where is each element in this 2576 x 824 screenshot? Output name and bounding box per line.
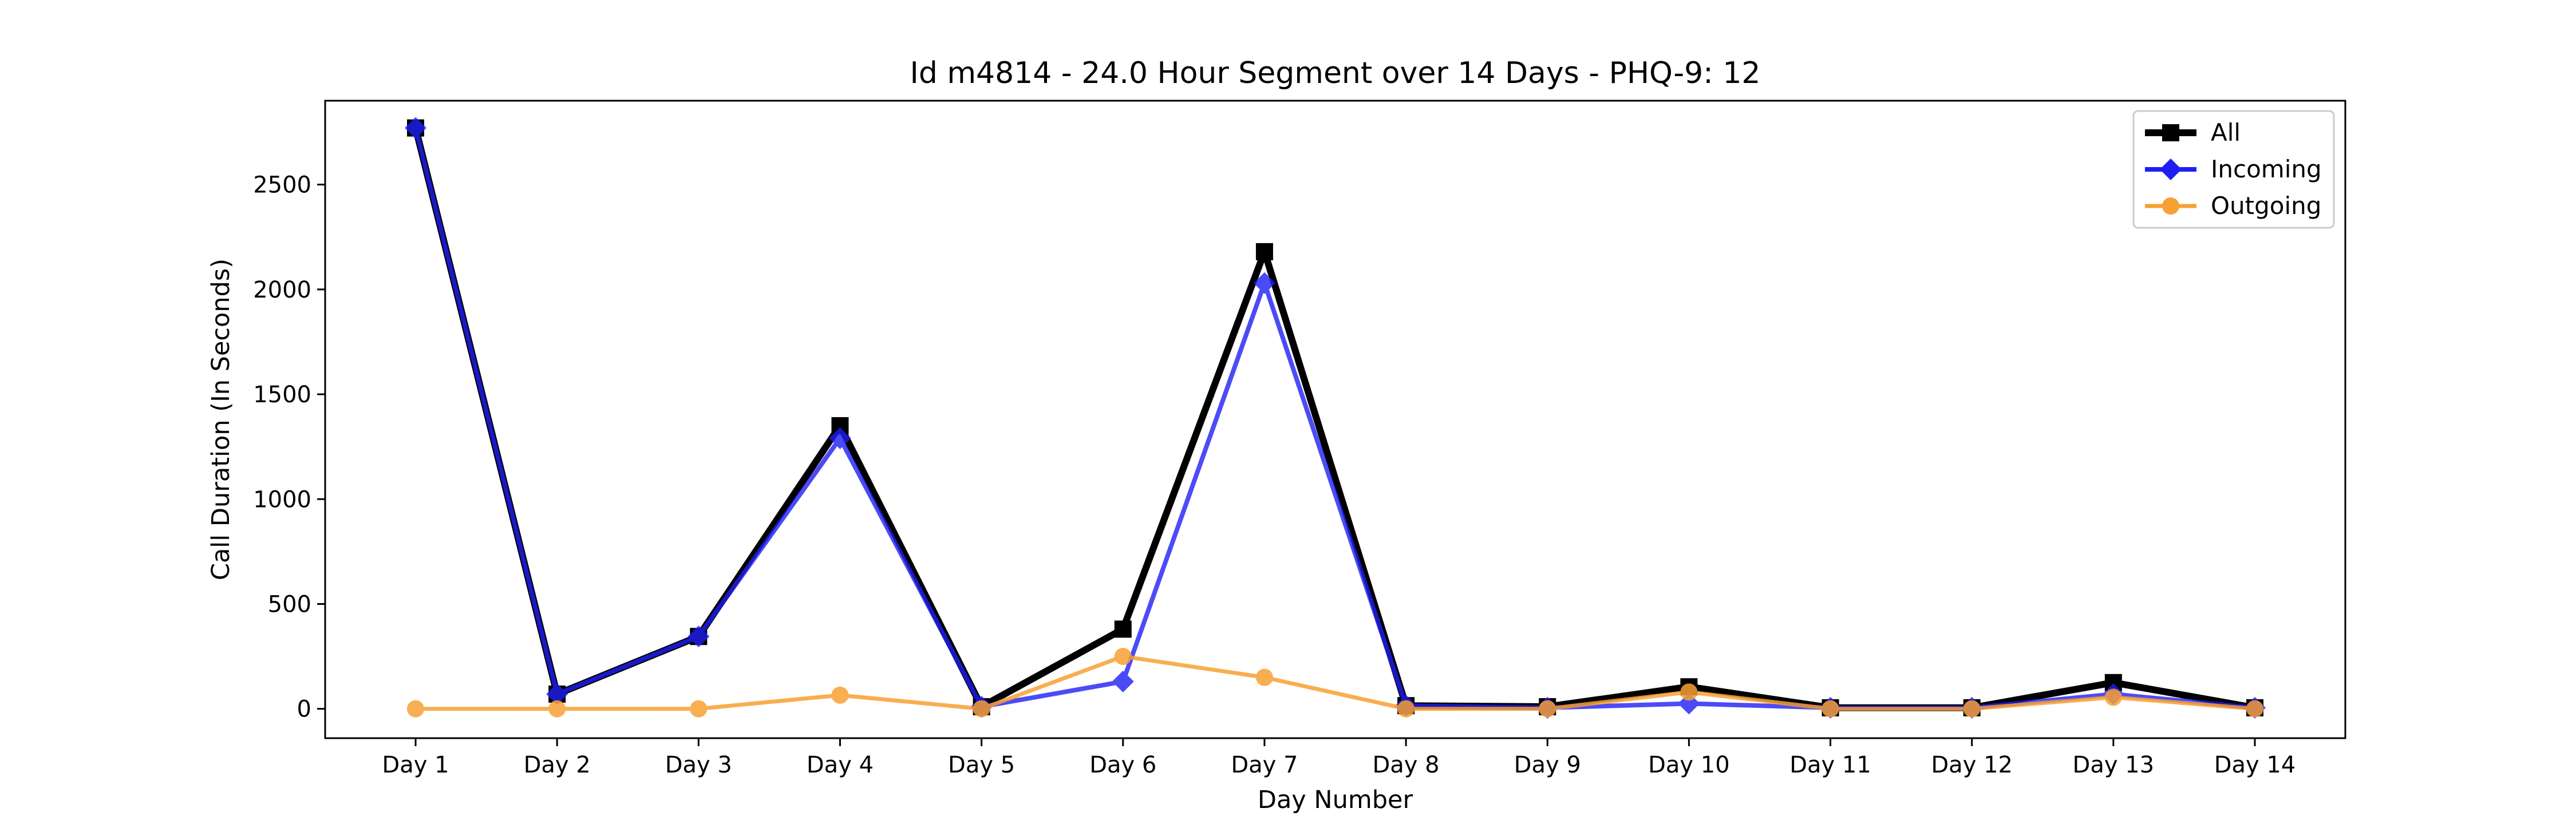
series-line-outgoing [416,654,2255,711]
data-point-outgoing [690,700,708,718]
data-point-outgoing [2246,700,2263,718]
series-line-all [412,127,2256,711]
plot-frame [324,100,2346,739]
data-point-outgoing [1397,700,1415,718]
data-point-outgoing [2104,688,2122,706]
legend-item-outgoing: Outgoing [2145,192,2321,220]
chart-title: Id m4814 - 24.0 Hour Segment over 14 Day… [910,56,1761,90]
data-point-all [1255,243,1273,260]
legend-box [2132,110,2335,229]
data-point-outgoing [1963,700,1981,718]
data-point-incoming [1112,671,1134,693]
series-all [407,119,2263,716]
x-tick-label: Day 14 [2214,752,2296,778]
legend-item-incoming: Incoming [2145,155,2322,183]
data-point-outgoing [407,700,424,718]
x-tick-label: Day 3 [665,752,732,778]
data-point-outgoing [1822,700,1839,718]
data-point-outgoing [1680,683,1698,701]
x-tick-label: Day 12 [1931,752,2013,778]
x-tick-label: Day 4 [807,752,874,778]
x-tick-label: Day 8 [1372,752,1439,778]
legend-label: Outgoing [2211,192,2321,220]
y-tick-label: 500 [268,591,311,617]
data-point-outgoing [1255,668,1273,686]
data-point-outgoing [548,700,566,718]
data-point-outgoing [831,686,849,704]
y-tick-label: 2500 [253,172,311,199]
data-point-incoming [829,427,851,449]
x-tick-label: Day 11 [1789,752,1871,778]
legend-marker [2162,197,2179,215]
legend-label: Incoming [2211,155,2322,183]
data-point-outgoing [1114,648,1132,665]
x-axis-label: Day Number [1258,786,1413,814]
legend-label: All [2211,118,2241,146]
y-tick-label: 0 [297,696,311,723]
legend-marker [2162,124,2179,141]
x-tick-label: Day 1 [382,752,449,778]
data-point-incoming [1253,272,1275,294]
x-tick-label: Day 6 [1089,752,1156,778]
legend: All Incoming Outgoing [2132,110,2335,229]
data-point-incoming [546,683,568,706]
x-tick-label: Day 10 [1648,752,1730,778]
series-incoming [405,117,2266,719]
y-tick-label: 1500 [253,382,311,408]
data-point-all [1114,620,1132,638]
x-tick-label: Day 5 [948,752,1015,778]
y-axis-label: Call Duration (In Seconds) [207,259,235,580]
plot-area: 0 500 1000 1500 2000 2500 Day 1 Day 2 Day 3 Day 4… [253,100,2346,778]
data-point-outgoing [973,700,990,718]
data-point-incoming [688,625,710,648]
series-line-incoming [413,127,2255,710]
x-tick-label: Day 13 [2073,752,2155,778]
y-tick-label: 1000 [253,486,311,513]
data-point-outgoing [1539,700,1556,718]
data-point-incoming [405,117,426,139]
series-outgoing [407,648,2263,718]
legend-item-all: All [2145,118,2241,146]
legend-marker [2160,159,2182,180]
x-tick-label: Day 2 [524,752,591,778]
x-tick-label: Day 9 [1514,752,1581,778]
y-tick-label: 2000 [253,277,311,303]
x-tick-label: Day 7 [1231,752,1298,778]
